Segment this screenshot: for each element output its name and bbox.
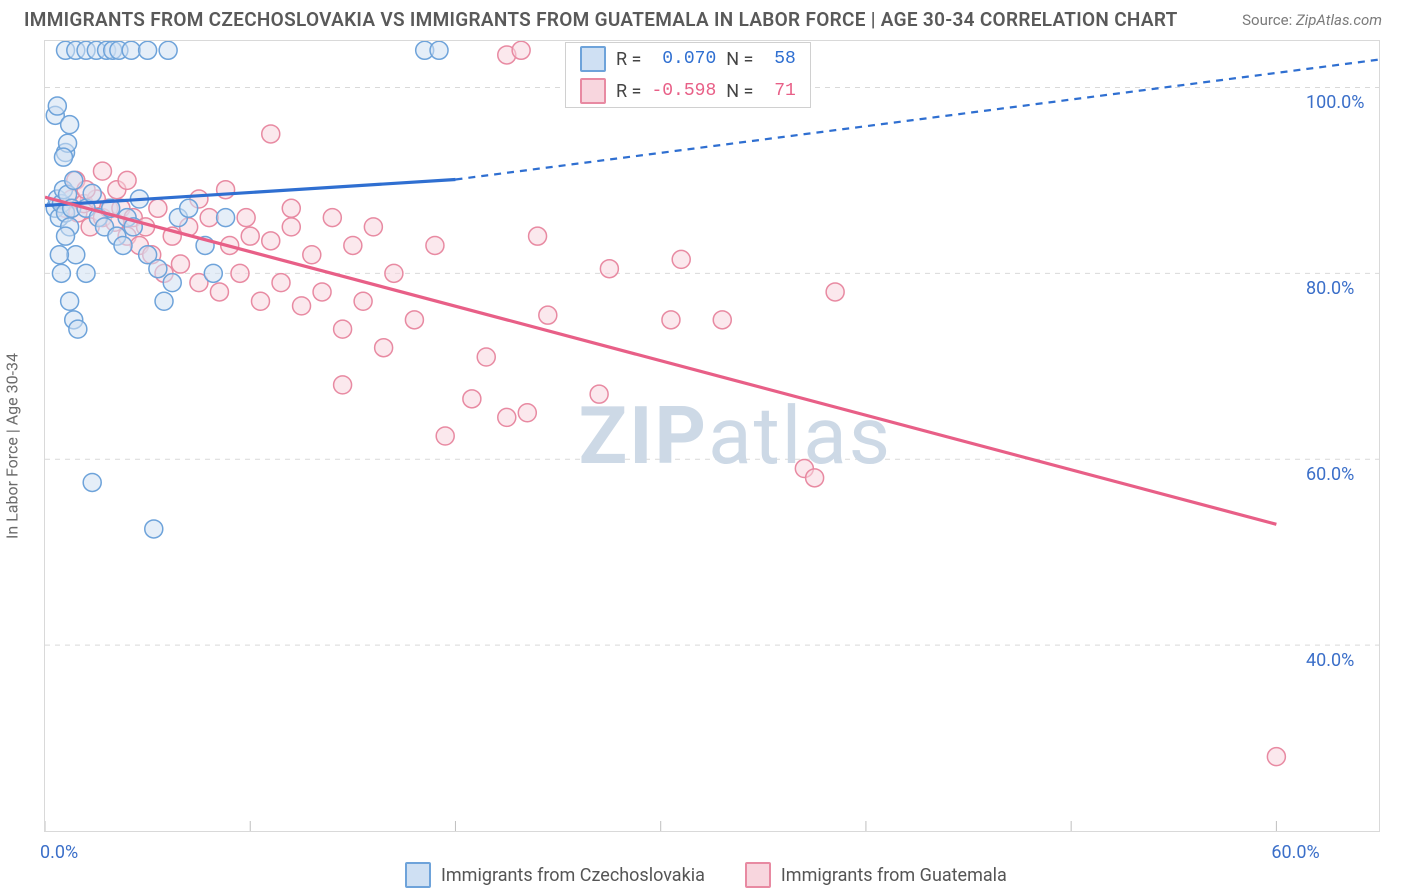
y-tick-label: 100.0% xyxy=(1306,92,1364,113)
chart-title: IMMIGRANTS FROM CZECHOSLOVAKIA VS IMMIGR… xyxy=(24,8,1178,31)
y-tick-label: 40.0% xyxy=(1306,650,1354,671)
r-label: R = xyxy=(616,49,641,70)
x-tick-label: 60.0% xyxy=(1271,842,1319,863)
correlation-legend: R = 0.070 N = 58 R = -0.598 N = 71 xyxy=(565,42,811,108)
swatch-series-b xyxy=(580,78,606,104)
series-legend: Immigrants from Czechoslovakia Immigrant… xyxy=(405,862,1007,888)
series-a-name: Immigrants from Czechoslovakia xyxy=(441,865,705,886)
r-value-b: -0.598 xyxy=(651,81,716,101)
scatter-plot: ZIPatlas xyxy=(44,40,1380,832)
source-name: ZipAtlas.com xyxy=(1296,11,1382,29)
swatch-series-b xyxy=(745,862,771,888)
series-b-name: Immigrants from Guatemala xyxy=(781,865,1007,886)
r-value-a: 0.070 xyxy=(651,49,716,69)
legend-item-a: Immigrants from Czechoslovakia xyxy=(405,862,705,888)
n-value-a: 58 xyxy=(763,49,795,69)
n-label: N = xyxy=(726,81,753,102)
y-tick-label: 80.0% xyxy=(1306,278,1354,299)
x-tick-label: 0.0% xyxy=(40,842,78,863)
n-label: N = xyxy=(726,49,753,70)
legend-row-a: R = 0.070 N = 58 xyxy=(566,43,810,75)
legend-item-b: Immigrants from Guatemala xyxy=(745,862,1007,888)
n-value-b: 71 xyxy=(763,81,795,101)
source-credit: Source: ZipAtlas.com xyxy=(1242,11,1382,29)
source-prefix: Source: xyxy=(1242,11,1292,29)
swatch-series-a xyxy=(580,46,606,72)
r-label: R = xyxy=(616,81,641,102)
y-tick-label: 60.0% xyxy=(1306,464,1354,485)
y-axis-label: In Labor Force | Age 30-34 xyxy=(3,353,22,539)
legend-row-b: R = -0.598 N = 71 xyxy=(566,75,810,107)
swatch-series-a xyxy=(405,862,431,888)
